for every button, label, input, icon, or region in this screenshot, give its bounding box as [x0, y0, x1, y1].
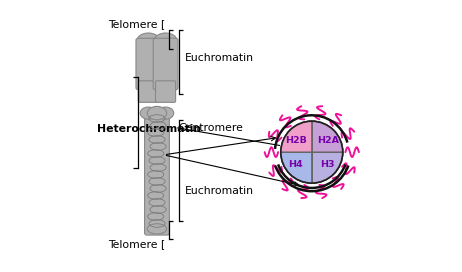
- Ellipse shape: [147, 106, 167, 120]
- Ellipse shape: [147, 224, 167, 234]
- FancyBboxPatch shape: [153, 38, 178, 90]
- Text: H2A: H2A: [317, 135, 339, 145]
- FancyBboxPatch shape: [156, 81, 176, 102]
- Text: Telomere [: Telomere [: [109, 239, 166, 249]
- FancyBboxPatch shape: [138, 81, 158, 102]
- Wedge shape: [312, 152, 343, 183]
- Text: H3: H3: [321, 160, 335, 169]
- Wedge shape: [312, 121, 343, 152]
- Wedge shape: [281, 121, 312, 152]
- Text: H2B: H2B: [285, 135, 307, 145]
- Text: H4: H4: [288, 160, 303, 169]
- Wedge shape: [281, 152, 312, 183]
- Text: Euchromatin: Euchromatin: [185, 186, 254, 196]
- FancyBboxPatch shape: [145, 112, 170, 235]
- Circle shape: [281, 121, 343, 183]
- Text: Heterochromatin: Heterochromatin: [97, 124, 201, 134]
- FancyBboxPatch shape: [136, 38, 161, 90]
- Ellipse shape: [137, 33, 159, 48]
- Ellipse shape: [154, 33, 177, 48]
- Ellipse shape: [140, 107, 157, 119]
- Text: Euchromatin: Euchromatin: [185, 53, 254, 63]
- Text: Telomere [: Telomere [: [109, 19, 166, 29]
- Text: Centromere: Centromere: [178, 123, 243, 133]
- Ellipse shape: [158, 107, 174, 119]
